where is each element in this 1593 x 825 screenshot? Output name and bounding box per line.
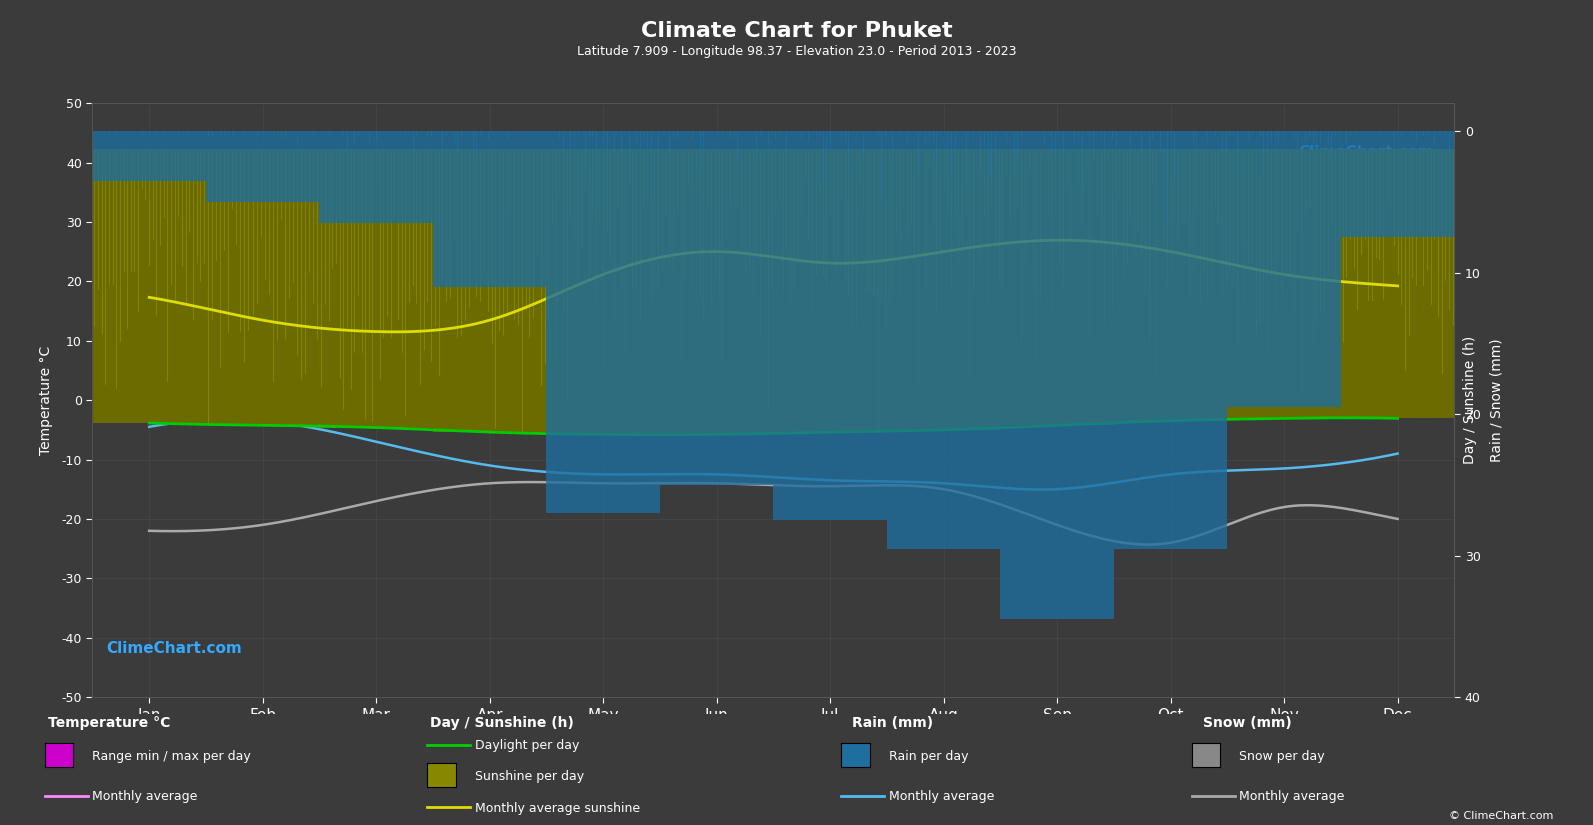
Bar — [320, 148, 433, 427]
Text: Monthly average sunshine: Monthly average sunshine — [475, 802, 640, 814]
Bar — [92, 148, 205, 423]
Bar — [1000, 148, 1114, 425]
Text: ClimeChart.com: ClimeChart.com — [107, 640, 242, 656]
Text: ClimeChart.com: ClimeChart.com — [1298, 144, 1434, 160]
Text: Rain (mm): Rain (mm) — [852, 716, 933, 730]
Bar — [660, 131, 774, 485]
Bar — [1228, 131, 1341, 408]
Bar — [320, 131, 433, 224]
Bar — [1341, 148, 1454, 418]
Text: © ClimeChart.com: © ClimeChart.com — [1448, 811, 1553, 821]
Text: Monthly average: Monthly average — [889, 790, 994, 804]
Text: Monthly average: Monthly average — [1239, 790, 1344, 804]
Text: Rain per day: Rain per day — [889, 751, 969, 763]
Bar — [205, 131, 320, 202]
Bar — [1341, 131, 1454, 238]
Bar — [433, 131, 546, 287]
Bar — [1114, 148, 1228, 421]
Text: Snow (mm): Snow (mm) — [1203, 716, 1292, 730]
Text: Climate Chart for Phuket: Climate Chart for Phuket — [640, 21, 953, 40]
Y-axis label: Temperature °C: Temperature °C — [40, 346, 53, 455]
Bar — [205, 148, 320, 425]
Bar — [660, 148, 774, 435]
Y-axis label: Day / Sunshine (h): Day / Sunshine (h) — [1462, 336, 1477, 464]
Bar — [1000, 131, 1114, 620]
Bar — [546, 131, 660, 513]
Text: Daylight per day: Daylight per day — [475, 739, 580, 752]
Bar — [887, 131, 1000, 549]
Text: Day / Sunshine (h): Day / Sunshine (h) — [430, 716, 573, 730]
Bar — [774, 131, 887, 521]
Bar — [887, 148, 1000, 430]
Text: Range min / max per day: Range min / max per day — [92, 751, 252, 763]
Text: Monthly average: Monthly average — [92, 790, 198, 804]
Bar — [774, 148, 887, 432]
Text: Latitude 7.909 - Longitude 98.37 - Elevation 23.0 - Period 2013 - 2023: Latitude 7.909 - Longitude 98.37 - Eleva… — [577, 45, 1016, 59]
Text: Snow per day: Snow per day — [1239, 751, 1325, 763]
Bar — [1228, 148, 1341, 418]
Bar — [1114, 131, 1228, 549]
Bar — [92, 131, 205, 181]
Bar — [433, 148, 546, 432]
Text: Temperature °C: Temperature °C — [48, 716, 170, 730]
Y-axis label: Rain / Snow (mm): Rain / Snow (mm) — [1489, 338, 1504, 462]
Bar — [546, 148, 660, 435]
Text: Sunshine per day: Sunshine per day — [475, 771, 585, 784]
